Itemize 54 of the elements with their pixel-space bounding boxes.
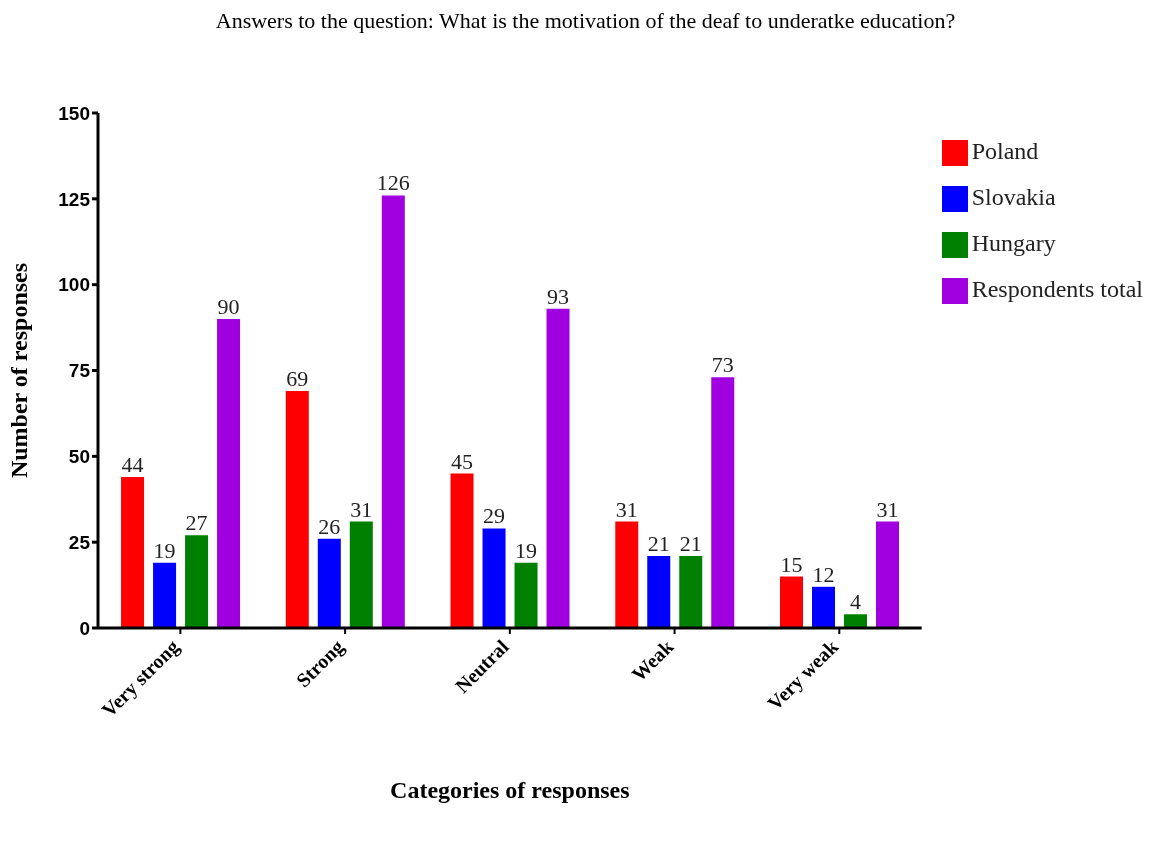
data-label: 31 xyxy=(615,496,638,522)
legend-label: Hungary xyxy=(971,230,1056,256)
bar xyxy=(185,535,209,628)
data-label: 15 xyxy=(780,551,803,577)
data-label: 69 xyxy=(286,366,309,392)
bar xyxy=(514,562,538,628)
bar xyxy=(647,555,671,628)
legend-label: Slovakia xyxy=(971,184,1056,210)
bar xyxy=(780,576,803,628)
bar xyxy=(317,538,341,628)
y-axis-title: Number of responses xyxy=(5,262,32,479)
y-tick-label: 75 xyxy=(68,360,91,382)
data-label: 126 xyxy=(376,170,410,196)
bar xyxy=(711,377,735,628)
data-label: 21 xyxy=(679,530,702,556)
data-label: 93 xyxy=(547,283,570,309)
bar xyxy=(450,473,474,628)
legend-label: Poland xyxy=(971,138,1039,164)
bar xyxy=(285,391,309,628)
data-label: 19 xyxy=(153,537,176,563)
y-tick-label: 100 xyxy=(58,274,90,296)
y-tick-label: 0 xyxy=(79,617,90,639)
bar xyxy=(121,476,145,628)
bar xyxy=(844,614,867,628)
data-label: 27 xyxy=(185,510,208,536)
data-label: 73 xyxy=(711,352,734,378)
data-label: 31 xyxy=(350,496,373,522)
data-label: 31 xyxy=(876,496,899,522)
data-label: 29 xyxy=(483,503,506,529)
bar xyxy=(217,319,241,628)
x-axis-title: Categories of responses xyxy=(390,777,630,803)
data-label: 26 xyxy=(318,513,341,539)
bar xyxy=(876,521,899,628)
bar xyxy=(546,308,570,628)
y-tick-label: 125 xyxy=(58,188,91,210)
bar xyxy=(349,521,373,628)
data-label: 90 xyxy=(217,294,240,319)
bar xyxy=(153,562,177,628)
data-label: 19 xyxy=(515,537,538,563)
data-label: 21 xyxy=(647,530,670,556)
chart-title: Answers to the question: What is the motivation of the deaf to underatke education? xyxy=(214,8,957,35)
data-label: 4 xyxy=(850,589,861,615)
bar xyxy=(615,521,639,628)
bar xyxy=(679,555,703,628)
y-tick-label: 50 xyxy=(68,446,90,468)
bar xyxy=(482,528,506,628)
bar xyxy=(812,586,835,628)
legend-label: Respondents total xyxy=(971,276,1143,302)
y-tick-label: 25 xyxy=(68,531,91,553)
bar xyxy=(381,195,405,628)
data-label: 45 xyxy=(451,448,474,474)
data-label: 44 xyxy=(121,451,144,477)
data-label: 12 xyxy=(812,561,835,587)
y-tick-label: 150 xyxy=(58,102,90,124)
